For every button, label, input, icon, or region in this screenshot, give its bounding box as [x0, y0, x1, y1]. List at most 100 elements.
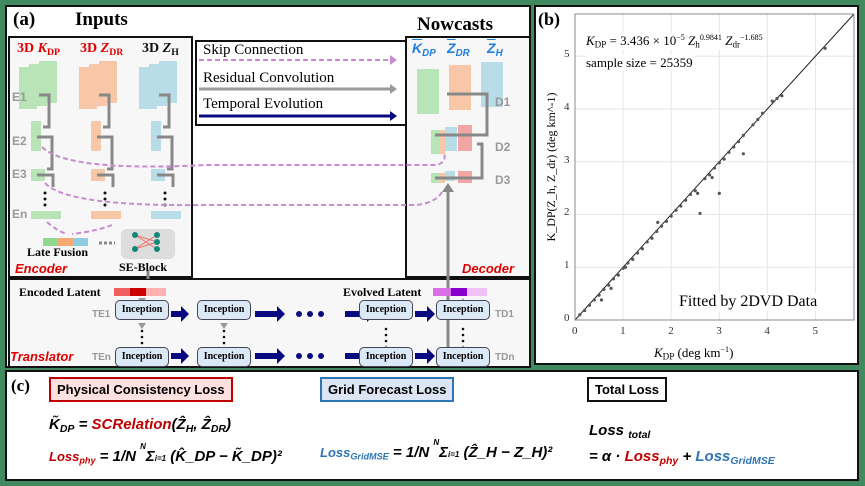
grid-forecast-loss-title: Grid Forecast Loss: [320, 377, 455, 402]
panel-c-label: (c): [11, 376, 30, 395]
fit-equation: KDP = 3.436 × 10−5 Zh0.9841 Zdr−1.685: [586, 33, 763, 50]
data-point: [775, 96, 779, 101]
inception-block: Inception: [359, 347, 413, 367]
inception-block: Inception: [436, 300, 490, 320]
level-d1: D1: [495, 95, 511, 109]
panel-c: (c) Physical Consistency Loss Grid Forec…: [5, 370, 859, 481]
panel-b: (b) KDP = 3.436 × 10−5 Zh0.9841 Zdr−1.68…: [534, 5, 859, 365]
data-point: [674, 208, 678, 212]
encoder-title: Encoder: [15, 261, 68, 276]
data-point: [623, 265, 628, 269]
scatter-chart: [574, 13, 855, 321]
label-td1: TD1: [495, 309, 514, 320]
panel-a-label: (a): [13, 9, 36, 30]
data-point: [756, 117, 760, 122]
data-point: [659, 224, 664, 228]
data-point: [669, 214, 673, 218]
inception-block: Inception: [197, 300, 251, 320]
decoder-title: Decoder: [462, 261, 515, 276]
output-kdp-label: KDP: [412, 40, 436, 59]
data-point: [650, 236, 654, 240]
data-point: [717, 191, 721, 195]
physical-consistency-loss-title: Physical Consistency Loss: [49, 377, 233, 402]
y-tick-label: 5: [564, 48, 570, 61]
data-point: [664, 219, 668, 223]
data-point: [688, 192, 693, 197]
inception-block: Inception: [436, 347, 490, 367]
y-tick-label: 4: [564, 100, 570, 113]
input-zh-label: 3D ZH: [142, 41, 179, 58]
inception-block: Inception: [359, 300, 413, 320]
data-point: [599, 298, 604, 302]
y-tick-label: 3: [564, 153, 570, 166]
x-tick-label: 4: [764, 325, 770, 337]
level-e3: E3: [12, 167, 27, 181]
data-point: [722, 157, 726, 161]
x-tick-label: 1: [620, 325, 626, 337]
data-point: [736, 140, 741, 144]
data-point: [621, 266, 625, 270]
data-point: [770, 99, 774, 103]
total-loss-rhs: = α · Lossphy + LossGridMSE: [589, 448, 775, 467]
skip-connections: [41, 146, 446, 235]
x-tick-label: 5: [812, 325, 819, 337]
level-d2: D2: [495, 140, 511, 154]
data-point: [655, 229, 659, 233]
kdp-relation-equation: K̃DP = SCRelation(ẐH, ẐDR): [49, 416, 231, 435]
data-point: [761, 111, 765, 115]
architecture-diagram: [8, 36, 531, 368]
data-point: [592, 298, 596, 302]
data-point: [780, 94, 784, 98]
data-point: [626, 261, 630, 265]
label-te1: TE1: [92, 309, 111, 320]
label-ten: TEn: [92, 352, 111, 363]
data-point: [609, 286, 613, 290]
output-zh-label: ZH: [487, 40, 503, 59]
input-kdp-label: 3D KDP: [17, 41, 61, 58]
grid-loss-equation: LossGridMSE = 1/N NΣi=1 (Ẑ_H − Z_H)²: [320, 438, 553, 462]
data-point: [741, 133, 745, 137]
sample-size: sample size = 25359: [586, 55, 693, 71]
data-point: [751, 123, 755, 127]
inception-block: Inception: [115, 300, 169, 320]
data-point: [717, 161, 721, 165]
y-tick-label: 2: [564, 206, 570, 219]
encoded-latent-label: Encoded Latent: [19, 285, 101, 299]
panel-a: (a) Inputs Nowcasts 3D KDP 3D ZDR 3D ZH …: [5, 5, 531, 368]
data-point: [727, 150, 731, 154]
data-point: [645, 240, 649, 244]
physics-loss-equation: Lossphy = 1/N NΣi=1 (K̂_DP − K̃_DP)²: [49, 442, 282, 466]
inception-block: Inception: [115, 347, 169, 367]
data-point: [611, 277, 616, 281]
late-fusion-label: Late Fusion: [27, 245, 89, 259]
data-point: [696, 191, 700, 195]
y-tick-label: 0: [564, 312, 570, 324]
data-point: [741, 152, 745, 156]
fit-annotation: Fitted by 2DVD Data: [676, 293, 821, 311]
data-point: [597, 293, 601, 297]
x-tick-label: 2: [668, 325, 674, 337]
level-d3: D3: [495, 173, 511, 187]
y-tick-label: 1: [564, 259, 570, 272]
data-point: [698, 211, 702, 216]
input-zdr-label: 3D ZDR: [80, 41, 124, 58]
data-point: [616, 273, 620, 277]
label-tdn: TDn: [495, 352, 515, 363]
data-point: [587, 303, 592, 307]
data-point: [708, 173, 712, 177]
panel-b-label: (b): [538, 9, 560, 29]
encoder-stack-kdp: [19, 61, 61, 219]
nowcasts-title: Nowcasts: [417, 14, 493, 35]
data-point: [607, 283, 611, 287]
data-point: [710, 175, 714, 180]
level-e1: E1: [12, 90, 27, 104]
data-point: [693, 189, 697, 193]
translator-title: Translator: [10, 349, 74, 364]
x-tick-label: 0: [572, 325, 578, 337]
level-e2: E2: [12, 134, 27, 148]
se-block-label: SE-Block: [119, 260, 168, 274]
x-tick-label: 3: [716, 325, 722, 337]
encoder-residual-arrows: [37, 93, 175, 187]
legend-temporal-label: Temporal Evolution: [203, 96, 324, 112]
data-point: [712, 166, 717, 170]
